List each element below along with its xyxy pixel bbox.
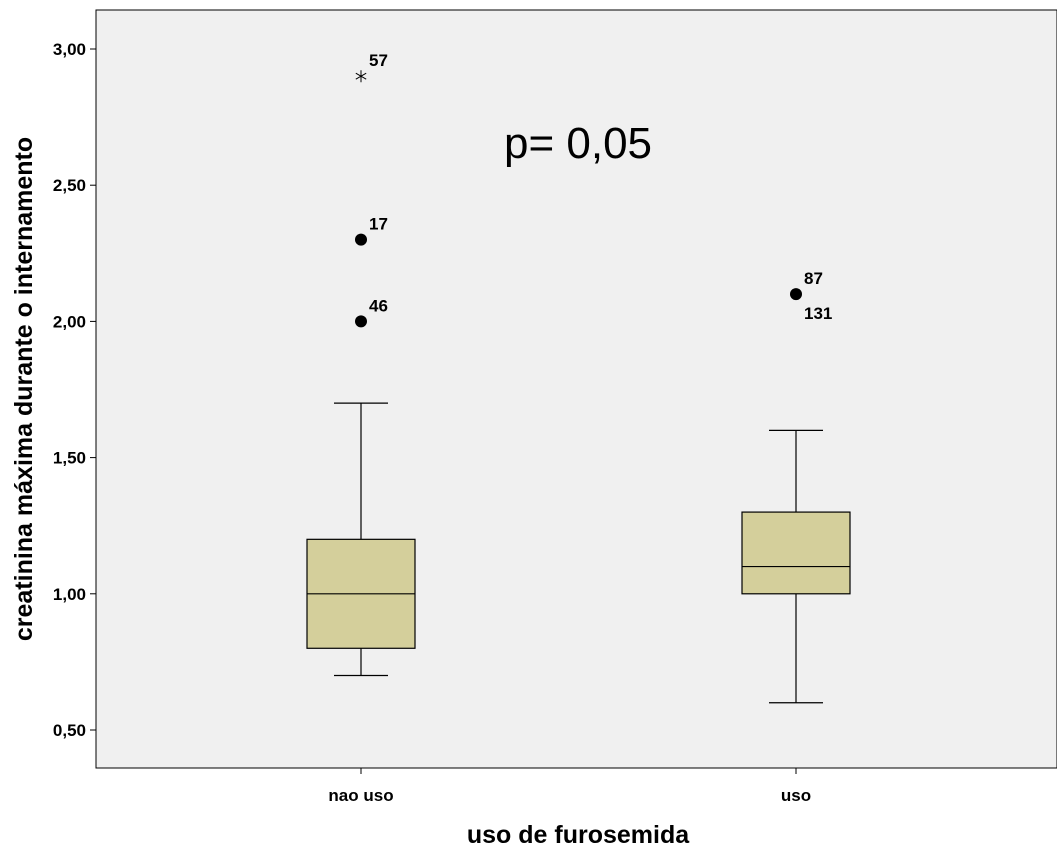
y-tick-label: 2,00 [53,312,86,331]
y-tick-label: 2,50 [53,176,86,195]
outlier-label: 57 [369,51,388,70]
box-groups: 46 17 57 87 131 [306,51,851,704]
outlier-label: 46 [369,296,388,315]
outlier-point [355,315,367,328]
extreme-outlier-star [355,70,367,83]
p-value-annotation: p= 0,05 [504,119,652,168]
y-tick-label: 3,00 [53,40,86,59]
y-tick-label: 1,50 [53,449,86,468]
outlier-label: 87 [804,269,823,288]
y-tick-label: 1,00 [53,585,86,604]
y-tick-label: 0,50 [53,721,86,740]
y-axis-title: creatinina máxima durante o internamento [10,137,38,641]
x-axis-title: uso de furosemida [467,821,690,849]
outlier-point [790,288,802,301]
x-tick-label: uso [781,786,811,805]
x-axis: nao uso uso [328,768,811,805]
outlier-label: 131 [804,304,832,323]
outlier-label: 17 [369,215,388,234]
y-axis: 0,50 1,00 1,50 2,00 2,50 3,00 [53,40,96,740]
box-group-nao-uso: 46 17 57 [306,51,416,677]
box-group-uso: 87 131 [741,269,851,704]
x-tick-label: nao uso [328,786,393,805]
iqr-box [741,511,851,595]
plot-area [95,9,1057,769]
outlier-point [355,233,367,246]
star-stroke [355,72,367,80]
